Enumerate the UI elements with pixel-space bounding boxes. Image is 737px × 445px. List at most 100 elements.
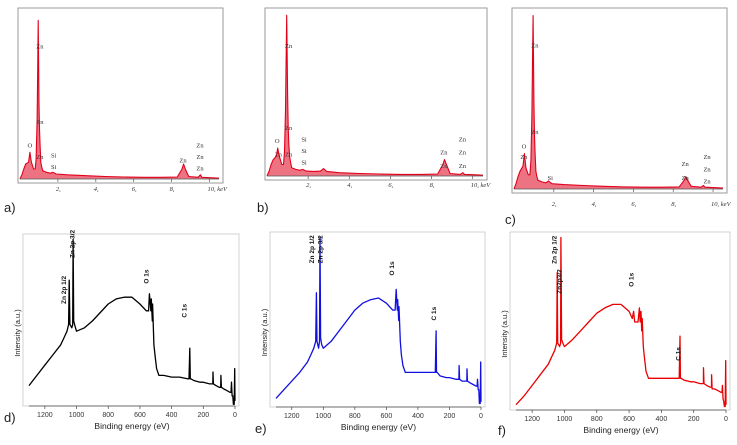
x-tick-label: 0 — [724, 416, 728, 423]
peak-label: Si — [301, 137, 307, 144]
x-tick-label: 2, — [306, 182, 311, 189]
x-tick-label: 400 — [656, 416, 668, 423]
peak-label: C 1s — [182, 303, 189, 317]
peak-label: Zn — [196, 142, 204, 149]
x-tick-label: 200 — [444, 413, 456, 420]
x-tick-label: 6, — [631, 201, 636, 208]
peak-label: Zn — [440, 163, 448, 170]
spectrum-line — [275, 236, 482, 405]
peak-label: O 1s — [144, 269, 151, 283]
peak-label: O 1s — [389, 261, 396, 275]
peak-label: Zn — [285, 125, 293, 132]
peak-label: C 1s — [431, 306, 438, 320]
x-tick-label: 10, keV — [471, 182, 492, 189]
y-axis-label: Intensity (a.u.) — [13, 309, 22, 357]
x-tick-label: 1000 — [316, 413, 332, 420]
x-tick-label: 2, — [56, 186, 61, 193]
peak-label: Zn — [285, 43, 293, 50]
y-axis-label: Intensity (a.u.) — [260, 308, 269, 356]
y-axis-label: Intensity (a.u.) — [500, 310, 509, 358]
x-axis-label: Binding energy (eV) — [583, 425, 658, 435]
peak-label: Zn 2p 3/2 — [70, 230, 77, 259]
x-tick-label: 4, — [592, 201, 597, 208]
x-tick-label: 1000 — [557, 416, 573, 423]
peak-label: Zn — [179, 157, 187, 164]
peak-label: Zn — [459, 150, 467, 157]
x-tick-label: 4, — [347, 182, 352, 189]
spectrum-fill — [267, 15, 483, 176]
x-tick-label: 400 — [166, 412, 178, 419]
peak-label: Zn — [440, 150, 448, 157]
x-tick-label: 8, — [671, 201, 676, 208]
panel-label: e) — [255, 421, 267, 436]
panel-f: 1200 1000 800 600 400 200 0 Binding energy (eV)… — [498, 231, 731, 438]
panel-e: 1200 1000 800 600 400 200 0 Binding energy (eV)… — [255, 231, 486, 436]
x-tick-label: 0 — [479, 413, 483, 420]
peak-label: Zn — [703, 154, 711, 161]
peak-label: Si — [301, 160, 307, 167]
panel-c: 2, 4, 6, 8, 10, keV Zn Zn Zn O Si Zn Zn Zn Zn Zn c) — [505, 7, 732, 227]
peak-label: Zn — [36, 154, 44, 161]
peak-label: Zn — [36, 44, 44, 51]
panel-label: c) — [505, 212, 516, 227]
panel-label: f) — [498, 423, 506, 438]
plot-frame — [269, 231, 486, 408]
x-tick-label: 4, — [94, 186, 99, 193]
x-tick-label: 10, keV — [208, 186, 229, 193]
peak-label: C 1s — [675, 347, 682, 361]
peak-label: Zn 2p 1/2 — [309, 235, 316, 264]
panel-label: d) — [4, 410, 16, 425]
peak-label: Zn — [520, 154, 528, 161]
spectrum-line — [266, 14, 484, 177]
peak-label: Zn — [682, 161, 690, 168]
spectrum-fill — [514, 15, 723, 189]
peak-label: Zn — [196, 166, 204, 173]
spectrum-line — [515, 236, 727, 408]
plot-frame — [22, 233, 240, 407]
peak-label: Zn — [459, 137, 467, 144]
x-tick-label: 1200 — [524, 416, 540, 423]
peak-label: Zn — [459, 163, 467, 170]
peak-label: Zn — [196, 154, 204, 161]
peak-label: O — [275, 138, 280, 145]
x-tick-label: 10, keV — [711, 201, 732, 208]
panel-label: b) — [257, 200, 269, 215]
panel-label: a) — [4, 200, 16, 215]
x-tick-label: 1200 — [284, 413, 300, 420]
x-tick-label: 400 — [412, 413, 424, 420]
peak-label: Zn 2p 3/2 — [318, 235, 325, 264]
x-tick-label: 6, — [388, 182, 393, 189]
peak-label: Zn — [275, 151, 283, 158]
peak-label: O 1s — [629, 272, 636, 286]
peak-label: Zn2p3/2 — [557, 269, 564, 294]
x-tick-label: 8, — [170, 186, 175, 193]
x-tick-label: 800 — [102, 412, 114, 419]
peak-label: Si — [51, 164, 57, 171]
x-tick-label: 1000 — [69, 412, 85, 419]
spectrum-fill — [20, 20, 219, 179]
peak-label: Si — [51, 152, 57, 159]
plot-frame — [264, 7, 488, 181]
peak-label: Zn — [285, 151, 293, 158]
x-axis-label: Binding energy (eV) — [94, 421, 169, 431]
peak-label: Zn 2p 1/2 — [552, 235, 559, 264]
peak-label: Zn 2p 1/2 — [61, 275, 68, 304]
spectrum-line — [28, 238, 236, 405]
plot-frame — [511, 7, 728, 194]
panel-d: 1200 1000 800 600 400 200 0 Binding energy (eV)… — [4, 230, 240, 431]
peak-label: O — [522, 143, 527, 150]
peak-label: Si — [548, 175, 554, 182]
panel-b: 2, 4, 6, 8, 10, keVZnZnZnOZnSiSiSiZnZnZnZnZn… — [257, 7, 492, 215]
x-tick-label: 200 — [688, 416, 700, 423]
plot-frame — [17, 7, 224, 184]
spectrum-line — [513, 14, 724, 190]
x-tick-label: 0 — [233, 412, 237, 419]
x-tick-label: 1200 — [37, 412, 53, 419]
x-tick-label: 600 — [134, 412, 146, 419]
peak-label: Zn — [531, 129, 539, 136]
x-tick-label: 800 — [591, 416, 603, 423]
x-axis-label: Binding energy (eV) — [341, 422, 416, 432]
x-tick-label: 2, — [552, 201, 557, 208]
